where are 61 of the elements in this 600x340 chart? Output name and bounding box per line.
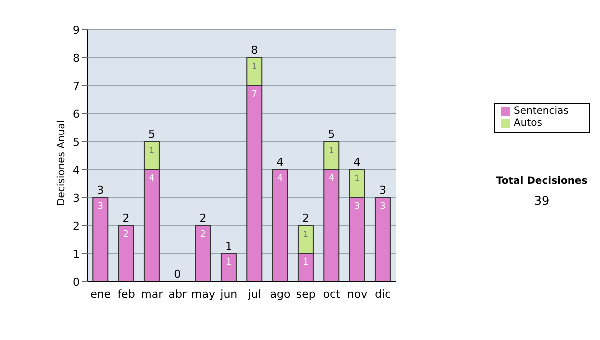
bar bbox=[92, 198, 109, 282]
y-tick-label: 1 bbox=[73, 248, 80, 261]
x-tick-label: mar bbox=[141, 288, 164, 301]
legend-label: Autos bbox=[514, 118, 542, 129]
data-label: 7 bbox=[252, 90, 258, 100]
x-tick-label: jul bbox=[247, 288, 262, 301]
data-label: 1 bbox=[226, 258, 232, 268]
bar bbox=[118, 226, 134, 282]
y-tick-label: 2 bbox=[73, 220, 80, 233]
text: Total Decisiones bbox=[495, 176, 589, 187]
total-label: 0 bbox=[174, 268, 182, 281]
bar bbox=[272, 170, 288, 282]
y-tick-label: 8 bbox=[73, 52, 80, 65]
data-label: 1 bbox=[329, 146, 334, 155]
y-tick-label: 5 bbox=[73, 136, 80, 149]
data-label: 4 bbox=[149, 174, 156, 184]
x-tick-label: jun bbox=[220, 288, 238, 301]
x-tick-label: dic bbox=[375, 288, 392, 301]
text: 39 bbox=[533, 194, 551, 208]
x-tick-label: abr bbox=[168, 288, 188, 301]
y-tick-label: 9 bbox=[73, 24, 80, 37]
total-label: 5 bbox=[328, 128, 336, 141]
data-label: 1 bbox=[303, 258, 309, 268]
total-label: 2 bbox=[200, 212, 207, 225]
y-tick-label: 4 bbox=[73, 164, 80, 177]
data-label: 2 bbox=[200, 230, 206, 240]
y-tick-label: 0 bbox=[73, 276, 80, 289]
x-tick-label: feb bbox=[118, 288, 136, 301]
data-label: 4 bbox=[328, 174, 335, 184]
total-label: 2 bbox=[302, 212, 310, 225]
data-label: 3 bbox=[380, 202, 386, 212]
y-tick-label: 3 bbox=[73, 192, 80, 205]
bar bbox=[374, 198, 391, 282]
x-tick-label: ene bbox=[90, 288, 112, 301]
data-label: 1 bbox=[354, 174, 360, 183]
legend-label: Sentencias bbox=[514, 106, 569, 117]
data-label: 2 bbox=[123, 230, 130, 240]
x-tick-label: nov bbox=[347, 288, 368, 301]
total-label: 8 bbox=[251, 44, 258, 57]
x-tick-label: sep bbox=[296, 288, 316, 301]
x-tick-label: ago bbox=[270, 288, 291, 301]
total-label: 5 bbox=[148, 128, 156, 141]
total-label: 4 bbox=[354, 156, 361, 169]
data-label: 4 bbox=[277, 174, 284, 184]
total-label: 3 bbox=[379, 184, 386, 197]
data-label: 1 bbox=[303, 230, 309, 239]
data-label: 1 bbox=[252, 62, 258, 71]
y-tick-label: 6 bbox=[73, 108, 80, 121]
total-label: 4 bbox=[276, 156, 284, 169]
x-tick-label: oct bbox=[323, 288, 342, 301]
x-tick-label: may bbox=[192, 288, 216, 301]
y-axis-title: Decisiones Anual bbox=[56, 120, 68, 206]
data-label: 3 bbox=[354, 202, 360, 212]
data-label: 3 bbox=[98, 202, 104, 212]
bar bbox=[195, 226, 212, 282]
total-label: 1 bbox=[225, 240, 232, 253]
data-label: 1 bbox=[149, 146, 155, 155]
y-tick-label: 7 bbox=[73, 80, 80, 93]
total-label: 3 bbox=[97, 184, 104, 197]
bar bbox=[220, 254, 237, 282]
total-label: 2 bbox=[122, 212, 130, 225]
